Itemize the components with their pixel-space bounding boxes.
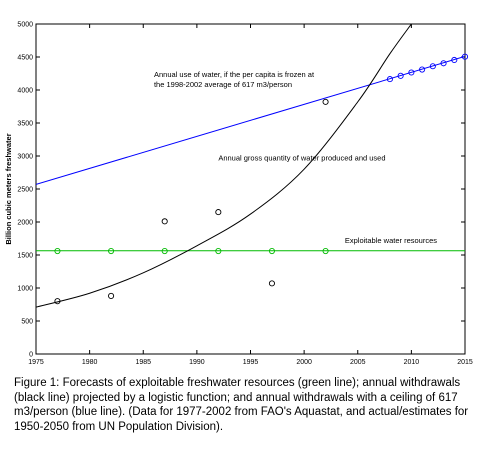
y-tick-label: 500 <box>21 319 33 326</box>
y-tick-label: 3500 <box>17 121 33 128</box>
data-point <box>419 66 426 73</box>
y-tick-label: 3000 <box>17 154 33 161</box>
x-tick-label: 1995 <box>243 359 259 366</box>
data-point <box>322 98 329 105</box>
y-tick-label: 1000 <box>17 286 33 293</box>
data-point <box>161 247 168 255</box>
y-tick-label: 2500 <box>17 187 33 194</box>
series-line-4 <box>36 24 412 308</box>
data-point <box>408 69 415 76</box>
y-tick-label: 5000 <box>17 22 33 29</box>
annotation-text: Exploitable water resources <box>345 236 437 245</box>
x-tick-label: 2000 <box>296 359 312 366</box>
chart: 1975 1980 1985 1990 1995 2000 2005 2010 2015 0 50… <box>4 22 473 367</box>
annotation-text: Annual gross quantity of water produced … <box>218 154 385 163</box>
y-tick-label: 0 <box>29 352 33 359</box>
series-line-0 <box>36 55 465 185</box>
data-point <box>322 247 329 255</box>
y-tick-label: 2000 <box>17 220 33 227</box>
data-point <box>461 53 469 60</box>
x-tick-label: 2005 <box>350 359 366 366</box>
data-point <box>451 56 458 64</box>
data-point <box>386 76 393 83</box>
data-point <box>215 209 222 216</box>
data-point <box>268 280 276 287</box>
x-tick-label: 2015 <box>457 359 473 366</box>
data-point <box>54 247 61 255</box>
y-tick-label: 1500 <box>17 253 33 260</box>
annotation-text: the 1998-2002 average of 617 m3/person <box>154 80 292 89</box>
plot-area <box>35 23 466 355</box>
x-tick-label: 1980 <box>82 359 98 366</box>
x-tick-label: 1990 <box>189 359 205 366</box>
data-point <box>440 60 447 67</box>
x-tick-label: 1985 <box>135 359 151 366</box>
data-point <box>161 218 168 225</box>
data-point <box>54 298 61 305</box>
figure-caption: Figure 1: Forecasts of exploitable fresh… <box>14 377 469 433</box>
data-point <box>268 247 276 255</box>
y-axis-label: Billion cubic meters freshwater <box>4 133 13 244</box>
data-point <box>215 247 222 255</box>
y-tick-label: 4500 <box>17 55 33 62</box>
data-point <box>429 63 436 70</box>
y-tick-label: 4000 <box>17 88 33 95</box>
data-point <box>397 72 404 79</box>
data-point <box>108 292 115 299</box>
data-point <box>108 247 115 255</box>
annotation-text: Annual use of water, if the per capita i… <box>154 70 315 79</box>
x-tick-label: 2010 <box>404 359 420 366</box>
x-tick-label: 1975 <box>28 359 44 366</box>
